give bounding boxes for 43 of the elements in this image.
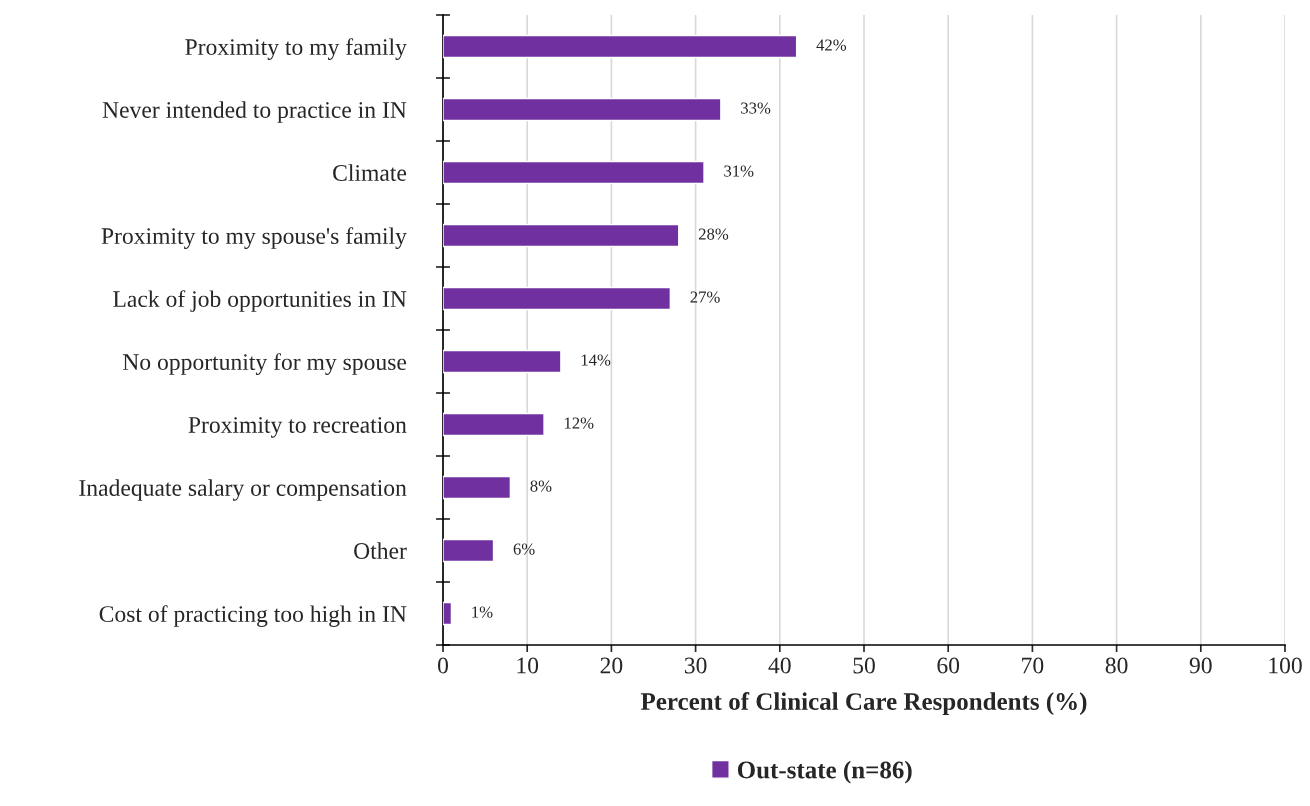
x-tick-label: 10 bbox=[517, 657, 539, 674]
data-label: 12% bbox=[564, 417, 594, 429]
data-label: 1% bbox=[472, 606, 493, 618]
x-tick-label: 100 bbox=[1269, 657, 1302, 674]
bar bbox=[443, 286, 672, 311]
data-label: 8% bbox=[530, 480, 552, 492]
x-tick-label: 20 bbox=[600, 657, 623, 674]
y-tick-label: No opportunity for my spouse bbox=[122, 353, 407, 375]
y-tick-label: Cost of practicing too high in IN bbox=[99, 605, 407, 627]
y-tick-label: Proximity to my family bbox=[185, 38, 407, 60]
x-tick-label: 50 bbox=[853, 657, 875, 674]
bar bbox=[443, 475, 512, 500]
bar bbox=[443, 412, 545, 437]
bar bbox=[443, 223, 680, 248]
x-tick-label: 40 bbox=[768, 657, 791, 674]
bar bbox=[443, 97, 722, 122]
x-tick-label: 60 bbox=[937, 657, 960, 674]
data-label: 14% bbox=[581, 354, 611, 366]
x-axis-title: Percent of Clinical Care Respondents (%) bbox=[640, 692, 1087, 716]
x-tick-label: 0 bbox=[438, 657, 448, 674]
data-label: 33% bbox=[741, 102, 771, 114]
y-tick-label: Proximity to my spouse's family bbox=[101, 227, 407, 249]
legend-label: Out-state (n=86) bbox=[737, 760, 912, 784]
y-tick-label: Lack of job opportunities in IN bbox=[113, 290, 407, 312]
data-label: 42% bbox=[816, 39, 847, 51]
data-label: 31% bbox=[724, 165, 754, 177]
y-tick-label: Climate bbox=[333, 164, 407, 181]
data-label: 27% bbox=[690, 291, 720, 303]
bar bbox=[443, 349, 562, 374]
data-label: 28% bbox=[698, 228, 729, 240]
x-tick-label: 80 bbox=[1105, 657, 1128, 674]
bar bbox=[443, 34, 798, 59]
bar bbox=[443, 538, 495, 563]
data-label: 6% bbox=[513, 543, 535, 555]
x-tick-label: 70 bbox=[1022, 657, 1044, 674]
y-tick-label: Inadequate salary or compensation bbox=[79, 479, 407, 501]
y-tick-label: Never intended to practice in IN bbox=[102, 101, 407, 123]
bar bbox=[443, 160, 705, 185]
y-tick-label: Proximity to recreation bbox=[188, 417, 407, 438]
x-tick-label: 90 bbox=[1189, 657, 1212, 674]
bar bbox=[443, 601, 453, 626]
x-tick-label: 30 bbox=[684, 657, 707, 674]
y-tick-label: Other bbox=[354, 542, 407, 559]
